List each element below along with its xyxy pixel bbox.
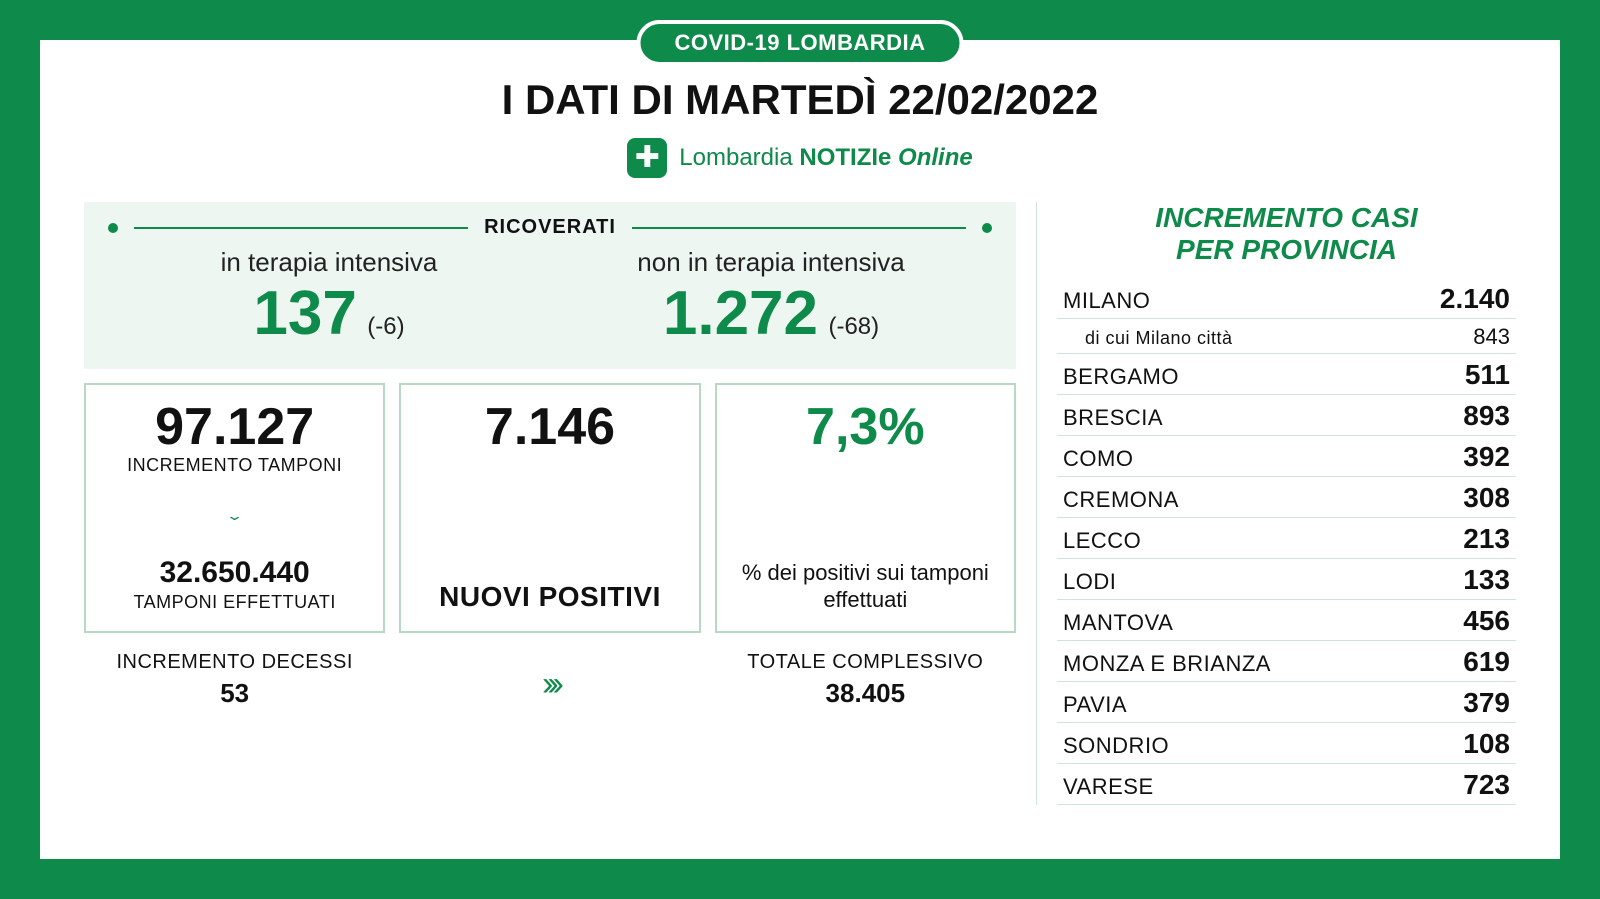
totale-label: TOTALE COMPLESSIVO — [715, 651, 1016, 674]
main-content: RICOVERATI in terapia intensiva 137 (-6)… — [40, 202, 1560, 805]
province-name: LODI — [1063, 569, 1116, 595]
province-row: MANTOVA 456 — [1057, 600, 1516, 641]
province-name: BRESCIA — [1063, 405, 1163, 431]
province-name: di cui Milano città — [1063, 328, 1233, 349]
percentuale-label: % dei positivi sui tamponi effettuati — [727, 560, 1004, 613]
nonicu-label: non in terapia intensiva — [550, 247, 992, 278]
nonicu-value: 1.272 — [663, 278, 818, 349]
logo-online: Online — [898, 144, 973, 171]
decessi-cell: INCREMENTO DECESSI 53 — [84, 651, 385, 709]
province-column: INCREMENTO CASI PER PROVINCIA MILANO 2.14… — [1036, 202, 1516, 805]
chevron-down-icon: ⌄ — [225, 508, 243, 524]
province-row: SONDRIO 108 — [1057, 723, 1516, 764]
stats-trio: 97.127 INCREMENTO TAMPONI ⌄ 32.650.440 T… — [84, 383, 1016, 633]
left-column: RICOVERATI in terapia intensiva 137 (-6)… — [84, 202, 1016, 805]
tamponi-box: 97.127 INCREMENTO TAMPONI ⌄ 32.650.440 T… — [84, 383, 385, 633]
province-name: CREMONA — [1063, 487, 1179, 513]
header-pill: COVID-19 LOMBARDIA — [636, 20, 963, 66]
lombardia-logo-icon — [627, 138, 667, 178]
province-row: LECCO 213 — [1057, 518, 1516, 559]
province-row: VARESE 723 — [1057, 764, 1516, 805]
dot-icon — [108, 223, 118, 233]
province-name: BERGAMO — [1063, 364, 1179, 390]
province-name: MANTOVA — [1063, 610, 1173, 636]
province-value: 379 — [1463, 687, 1510, 719]
positivi-box: 7.146 NUOVI POSITIVI — [399, 383, 700, 633]
province-name: MONZA E BRIANZA — [1063, 651, 1271, 677]
nonicu-cell: non in terapia intensiva 1.272 (-68) — [550, 247, 992, 349]
totale-value: 38.405 — [715, 678, 1016, 709]
ricoverati-panel: RICOVERATI in terapia intensiva 137 (-6)… — [84, 202, 1016, 369]
tamponi-totale: 32.650.440 — [96, 556, 373, 590]
percentuale-box: 7,3% % dei positivi sui tamponi effettua… — [715, 383, 1016, 633]
province-row: PAVIA 379 — [1057, 682, 1516, 723]
province-row: di cui Milano città 843 — [1057, 319, 1516, 354]
icu-label: in terapia intensiva — [108, 247, 550, 278]
totale-cell: TOTALE COMPLESSIVO 38.405 — [715, 651, 1016, 709]
province-row: COMO 392 — [1057, 436, 1516, 477]
logo-text: Lombardia NOTIZIe Online — [679, 144, 972, 172]
province-value: 456 — [1463, 605, 1510, 637]
province-row: MONZA E BRIANZA 619 — [1057, 641, 1516, 682]
province-value: 133 — [1463, 564, 1510, 596]
nonicu-delta: (-68) — [828, 313, 879, 340]
positivi-label: NUOVI POSITIVI — [411, 582, 688, 613]
ricoverati-title: RICOVERATI — [484, 216, 616, 239]
province-value: 108 — [1463, 728, 1510, 760]
line-icon — [134, 227, 468, 229]
province-name: VARESE — [1063, 774, 1154, 800]
decessi-label: INCREMENTO DECESSI — [84, 651, 385, 674]
province-value: 213 — [1463, 523, 1510, 555]
icu-delta: (-6) — [367, 313, 404, 340]
positivi-value: 7.146 — [411, 401, 688, 453]
ricoverati-header: RICOVERATI — [108, 216, 992, 239]
province-name: PAVIA — [1063, 692, 1127, 718]
decessi-value: 53 — [84, 678, 385, 709]
province-name: COMO — [1063, 446, 1133, 472]
percentuale-value: 7,3% — [727, 401, 1004, 453]
logo-notizie: NOTIZIe — [799, 144, 891, 171]
province-row: MILANO 2.140 — [1057, 278, 1516, 319]
province-value: 723 — [1463, 769, 1510, 801]
province-name: SONDRIO — [1063, 733, 1169, 759]
icu-cell: in terapia intensiva 137 (-6) — [108, 247, 550, 349]
province-row: CREMONA 308 — [1057, 477, 1516, 518]
province-value: 308 — [1463, 482, 1510, 514]
province-heading-l2: PER PROVINCIA — [1176, 234, 1397, 265]
province-value: 2.140 — [1440, 283, 1510, 315]
chevron-cell: ››› — [399, 651, 700, 709]
icu-value: 137 — [253, 278, 356, 349]
province-row: BRESCIA 893 — [1057, 395, 1516, 436]
province-list: MILANO 2.140 di cui Milano città 843 BERGAMO… — [1057, 278, 1516, 805]
infographic-card: COVID-19 LOMBARDIA I DATI DI MARTEDÌ 22/… — [40, 40, 1560, 859]
page-title: I DATI DI MARTEDÌ 22/02/2022 — [40, 76, 1560, 124]
tamponi-totale-label: TAMPONI EFFETTUATI — [96, 592, 373, 613]
province-value: 619 — [1463, 646, 1510, 678]
province-heading-l1: INCREMENTO CASI — [1155, 202, 1417, 233]
province-row: LODI 133 — [1057, 559, 1516, 600]
province-name: MILANO — [1063, 288, 1150, 314]
province-name: LECCO — [1063, 528, 1141, 554]
province-value: 893 — [1463, 400, 1510, 432]
province-value: 511 — [1465, 359, 1510, 391]
tamponi-incremento-label: INCREMENTO TAMPONI — [96, 455, 373, 476]
line-icon — [632, 227, 966, 229]
logo-brand: Lombardia — [679, 144, 792, 171]
footer-row: INCREMENTO DECESSI 53 ››› TOTALE COMPLES… — [84, 651, 1016, 709]
province-value: 843 — [1473, 324, 1510, 350]
province-row: BERGAMO 511 — [1057, 354, 1516, 395]
dot-icon — [982, 223, 992, 233]
logo-row: Lombardia NOTIZIe Online — [40, 138, 1560, 178]
province-heading: INCREMENTO CASI PER PROVINCIA — [1057, 202, 1516, 266]
province-value: 392 — [1463, 441, 1510, 473]
tamponi-incremento: 97.127 — [96, 401, 373, 453]
chevron-right-icon: ››› — [399, 665, 700, 704]
